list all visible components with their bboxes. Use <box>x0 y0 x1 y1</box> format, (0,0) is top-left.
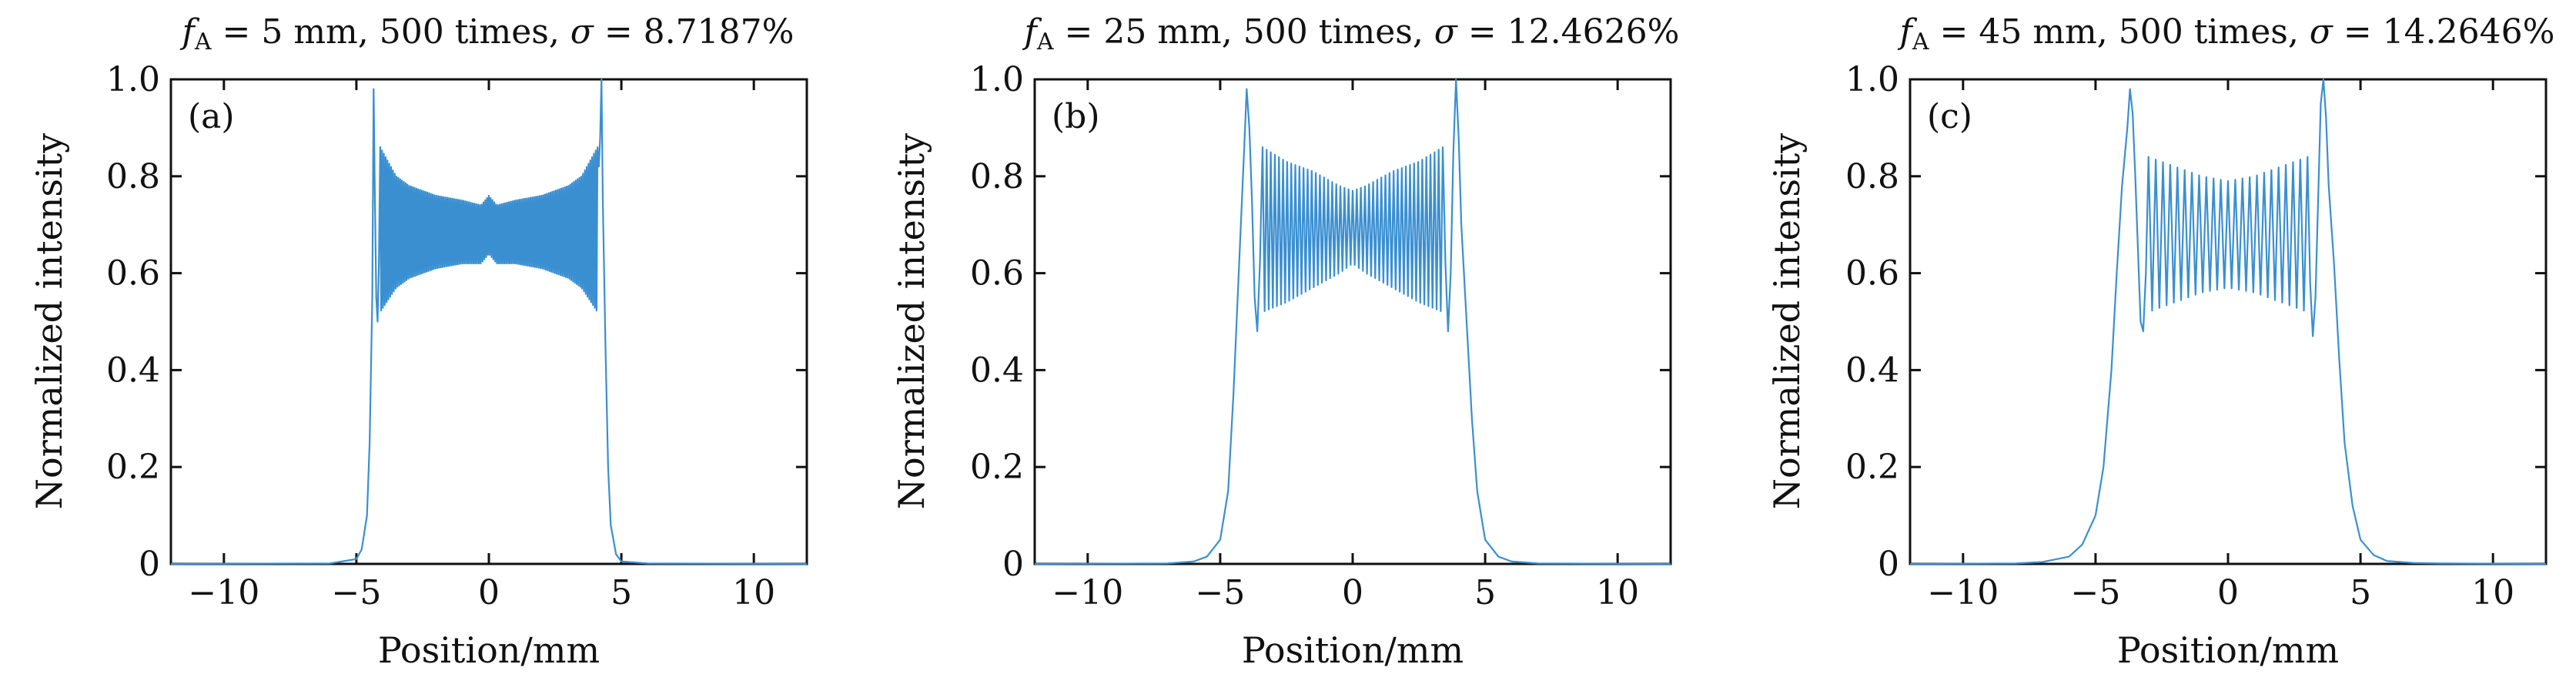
panel-a-y-tick-label: 0.2 <box>106 448 160 487</box>
panel-b-y-tick-label: 0.2 <box>970 448 1024 487</box>
panel-a-y-tick-labels: 0 0.2 0.4 0.6 0.8 1.0 <box>106 60 160 584</box>
panel-c: fA = 45 mm, 500 times, σ = 14.2646% −10 … <box>1766 12 2554 671</box>
panel-c-x-ticks <box>1962 79 2494 564</box>
panel-c-y-tick-label: 0.8 <box>1845 157 1899 196</box>
panel-a-y-tick-label: 1.0 <box>106 60 160 99</box>
panel-a-x-tick-label: −5 <box>331 573 381 612</box>
panel-c-y-tick-label: 0.4 <box>1845 351 1899 390</box>
panel-b: fA = 25 mm, 500 times, σ = 12.4626% −10 … <box>891 12 1679 671</box>
panel-b-x-tick-label: 0 <box>1342 573 1363 612</box>
panel-a-y-ticks <box>171 78 807 565</box>
panel-a-x-tick-labels: −10 −5 0 5 10 <box>188 573 775 612</box>
panel-c-x-axis-label: Position/mm <box>2117 629 2339 671</box>
panel-a-y-tick-label: 0.4 <box>106 351 160 390</box>
panel-c-intensity-line <box>1909 78 2547 565</box>
panel-b-x-tick-labels: −10 −5 0 5 10 <box>1052 573 1639 612</box>
panel-b-x-ticks <box>1086 79 1619 564</box>
panel-b-y-ticks <box>1035 78 1671 565</box>
panel-b-y-tick-label: 0 <box>1002 545 1024 584</box>
panel-c-x-tick-label: 0 <box>2217 573 2239 612</box>
panel-b-x-tick-label: −10 <box>1052 573 1123 612</box>
panel-c-x-tick-label: −10 <box>1927 573 1999 612</box>
panel-b-plot-frame <box>1033 78 1672 565</box>
panel-b-x-tick-label: −5 <box>1195 573 1245 612</box>
panel-a-y-tick-label: 0 <box>139 545 160 584</box>
panel-b-y-axis-label: Normalized intensity <box>891 133 932 509</box>
panel-b-y-tick-label: 0.8 <box>970 157 1024 196</box>
panel-b-x-tick-label: 10 <box>1596 573 1639 612</box>
panel-b-title: fA = 25 mm, 500 times, σ = 12.4626% <box>1022 12 1680 55</box>
panel-c-y-tick-labels: 0 0.2 0.4 0.6 0.8 1.0 <box>1845 60 1899 584</box>
panel-a: fA = 5 mm, 500 times, σ = 8.7187% −10 −5… <box>28 12 808 671</box>
panel-c-y-tick-label: 0 <box>1878 545 1899 584</box>
panel-a-x-ticks <box>222 79 755 564</box>
panel-a-x-axis-label: Position/mm <box>378 629 600 671</box>
panel-c-x-tick-labels: −10 −5 0 5 10 <box>1927 573 2514 612</box>
panel-c-y-tick-label: 0.2 <box>1845 448 1899 487</box>
panel-b-label: (b) <box>1052 97 1100 136</box>
panel-a-x-tick-label: 0 <box>478 573 500 612</box>
panel-b-x-tick-label: 5 <box>1474 573 1496 612</box>
panel-c-y-ticks <box>1910 78 2546 565</box>
panel-b-x-axis-label: Position/mm <box>1242 629 1464 671</box>
panel-c-x-tick-label: −5 <box>2070 573 2120 612</box>
panel-c-plot-frame <box>1909 78 2548 565</box>
panel-b-y-tick-labels: 0 0.2 0.4 0.6 0.8 1.0 <box>970 60 1024 584</box>
panel-c-y-tick-label: 0.6 <box>1845 254 1899 294</box>
panel-a-x-tick-label: 10 <box>732 573 775 612</box>
panel-a-y-tick-label: 0.8 <box>106 157 160 196</box>
panel-c-y-axis-label: Normalized intensity <box>1766 133 1808 509</box>
panel-a-y-axis-label: Normalized intensity <box>28 133 70 509</box>
panel-c-x-tick-label: 5 <box>2350 573 2371 612</box>
panel-c-y-tick-label: 1.0 <box>1845 60 1899 99</box>
panel-b-y-tick-label: 1.0 <box>970 60 1024 99</box>
panel-c-x-tick-label: 10 <box>2471 573 2514 612</box>
panel-a-x-tick-label: 5 <box>611 573 632 612</box>
panel-c-label: (c) <box>1927 97 1972 136</box>
panel-b-y-tick-label: 0.6 <box>970 254 1024 294</box>
panel-a-x-tick-label: −10 <box>188 573 259 612</box>
panel-a-label: (a) <box>188 97 235 136</box>
panel-b-intensity-line <box>1034 78 1671 565</box>
panel-a-intensity-line <box>170 78 808 565</box>
panel-a-plot-frame <box>169 78 808 565</box>
panel-c-title: fA = 45 mm, 500 times, σ = 14.2646% <box>1898 12 2555 55</box>
panel-a-y-tick-label: 0.6 <box>106 254 160 294</box>
panel-b-y-tick-label: 0.4 <box>970 351 1024 390</box>
panel-a-title: fA = 5 mm, 500 times, σ = 8.7187% <box>180 12 795 55</box>
